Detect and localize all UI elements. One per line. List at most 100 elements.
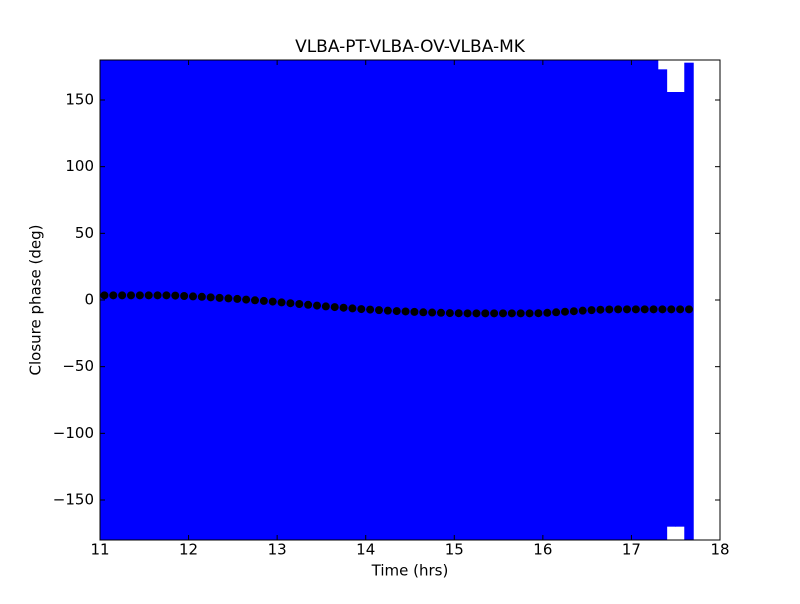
error-bar (480, 60, 491, 540)
error-bar (152, 60, 163, 540)
error-bar (569, 60, 579, 540)
data-point (392, 307, 401, 316)
y-tick-label: −100 (53, 424, 94, 442)
data-point (499, 309, 507, 318)
data-point (295, 300, 304, 308)
error-bar (365, 60, 375, 540)
data-point (127, 291, 135, 300)
data-point (543, 308, 552, 317)
error-bar (613, 60, 623, 540)
data-point (605, 305, 614, 314)
error-bar (143, 60, 154, 540)
x-tick-label: 18 (710, 541, 729, 559)
data-point (100, 291, 109, 300)
data-point (614, 305, 623, 314)
data-point (640, 305, 649, 314)
error-bar (462, 60, 473, 540)
y-tick-label: 150 (65, 91, 94, 109)
data-point (357, 305, 366, 314)
error-bar (427, 60, 437, 540)
data-point (233, 294, 242, 303)
data-point (472, 309, 481, 318)
data-point (286, 299, 295, 308)
error-bar (595, 60, 606, 540)
data-point (685, 305, 693, 314)
data-point (197, 292, 206, 301)
data-point (667, 305, 676, 314)
data-point (658, 305, 667, 314)
x-tick-label: 16 (533, 541, 552, 559)
data-point (578, 306, 587, 315)
data-point (339, 303, 348, 312)
data-point (304, 300, 313, 309)
error-bar (515, 60, 526, 540)
data-point (268, 297, 277, 306)
data-point (330, 303, 339, 312)
error-bar (321, 60, 331, 540)
error-bar (303, 60, 313, 540)
error-bar (418, 60, 429, 540)
data-point (649, 305, 658, 314)
error-bar (117, 60, 127, 540)
error-bar (489, 60, 499, 540)
data-point (561, 307, 569, 316)
error-bar (542, 60, 553, 540)
data-point (428, 308, 437, 317)
data-point (224, 294, 233, 303)
data-point (171, 291, 180, 300)
data-point (569, 307, 578, 316)
data-point (631, 305, 640, 314)
data-point (507, 309, 516, 318)
y-tick-label: 100 (65, 157, 94, 175)
error-bar (453, 60, 464, 540)
data-point (144, 291, 153, 300)
error-bar (383, 60, 393, 540)
x-tick-label: 11 (90, 541, 109, 559)
data-point (463, 309, 472, 318)
error-bar (507, 60, 517, 540)
error-bar (161, 60, 172, 540)
y-tick-label: 50 (75, 224, 94, 242)
data-point (366, 305, 375, 314)
error-bar (400, 60, 411, 540)
data-point (401, 307, 410, 316)
error-bar (657, 69, 668, 540)
plot-area (100, 60, 694, 540)
data-point (118, 291, 127, 300)
error-bar (126, 60, 136, 540)
error-bar (648, 60, 659, 540)
data-point (135, 291, 144, 300)
y-tick-label: 0 (84, 291, 94, 309)
data-point (259, 296, 268, 305)
x-tick-label: 15 (445, 541, 464, 559)
data-point (410, 307, 419, 316)
data-point (180, 292, 189, 300)
y-tick-label: −50 (62, 357, 94, 375)
data-point (676, 305, 685, 314)
y-axis-label: Closure phase (deg) (27, 225, 45, 376)
data-point (375, 306, 383, 315)
error-bar (445, 60, 455, 540)
data-point (242, 295, 251, 304)
error-bar (684, 62, 694, 540)
data-point (481, 309, 490, 318)
data-point (251, 296, 259, 305)
data-point (383, 306, 392, 315)
error-bar (631, 60, 641, 540)
error-bar (524, 60, 535, 540)
axes-frame (99, 59, 721, 541)
data-point (321, 302, 330, 311)
error-bar (639, 60, 650, 540)
error-bar (409, 60, 420, 540)
error-bar (170, 60, 181, 540)
error-bar (622, 60, 632, 540)
data-point (277, 298, 286, 307)
error-bar (108, 60, 119, 540)
y-tick-label: −150 (53, 491, 94, 509)
data-point (348, 304, 357, 313)
data-point (490, 309, 499, 318)
error-bar (498, 60, 508, 540)
x-axis-label: Time (hrs) (371, 562, 449, 580)
